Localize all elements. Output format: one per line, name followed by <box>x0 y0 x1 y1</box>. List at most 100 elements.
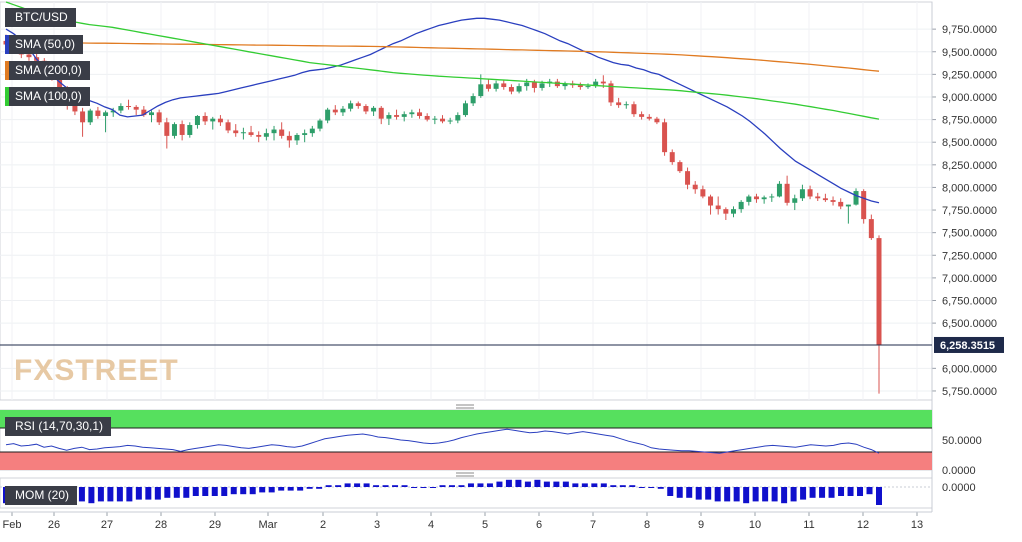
candle-body <box>279 129 285 136</box>
candle-body <box>171 124 177 136</box>
mom-bar <box>467 483 474 487</box>
mom-bar <box>610 485 617 487</box>
mom-bar <box>240 487 247 495</box>
price-tick-label: 7,750.0000 <box>942 205 997 217</box>
mom-bar <box>363 483 370 487</box>
price-tick-label: 6,750.0000 <box>942 296 997 308</box>
candle-body <box>845 204 851 207</box>
sma-200-swatch <box>5 61 9 80</box>
candle-body <box>401 114 407 117</box>
mom-bar <box>107 487 114 502</box>
mom-bar <box>439 485 446 487</box>
mom-bar <box>173 487 180 498</box>
symbol-label[interactable]: BTC/USD <box>5 8 76 27</box>
mom-bar <box>392 485 399 487</box>
candle-body <box>501 83 507 88</box>
time-tick-label: 26 <box>48 519 60 531</box>
mom-tick-label: 0.0000 <box>942 482 976 494</box>
candle-body <box>194 115 200 126</box>
mom-bar <box>648 487 655 488</box>
mom-bar <box>278 487 285 491</box>
candle-body <box>478 84 484 97</box>
candle-body <box>409 112 415 115</box>
sma-50-legend[interactable]: SMA (50,0) <box>5 35 84 54</box>
candle-body <box>103 112 109 116</box>
candle-body <box>294 134 300 141</box>
mom-bar <box>477 483 484 487</box>
time-tick-label: 8 <box>644 519 650 531</box>
candle-body <box>202 115 208 122</box>
sma-100-legend[interactable]: SMA (100,0) <box>5 87 90 106</box>
mom-bar <box>876 487 882 505</box>
candle-body <box>585 86 591 88</box>
price-tick-label: 9,750.0000 <box>942 24 997 36</box>
last-price-label: 6,258.3515 <box>940 340 995 352</box>
time-tick-label: 12 <box>857 519 869 531</box>
candle-body <box>753 196 759 200</box>
mom-bar <box>591 483 598 487</box>
candle-body <box>164 122 170 136</box>
candle-body <box>868 219 874 239</box>
mom-bar <box>268 487 275 493</box>
candle-body <box>608 83 614 103</box>
mom-bar <box>543 481 550 487</box>
candle-body <box>256 134 262 137</box>
mom-bar <box>135 487 142 500</box>
mom-bar <box>638 487 645 488</box>
price-panel <box>0 1 933 401</box>
mom-bar <box>448 485 455 487</box>
mom-bar <box>743 487 750 504</box>
mom-bar <box>847 487 854 496</box>
time-tick-label: 4 <box>428 519 434 531</box>
sma-line-200 <box>5 42 880 72</box>
mom-bar <box>724 487 731 502</box>
mom-bar <box>306 487 313 489</box>
rsi-legend[interactable]: RSI (14,70,30,1) <box>5 417 112 436</box>
mom-bar <box>781 487 788 504</box>
candle-body <box>616 102 622 106</box>
candle-body <box>72 105 78 112</box>
mom-bar <box>866 487 873 495</box>
mom-legend[interactable]: MOM (20) <box>5 486 77 505</box>
mom-bar <box>316 487 323 489</box>
sma-200-legend[interactable]: SMA (200,0) <box>5 61 90 80</box>
candle-body <box>639 114 645 117</box>
mom-bar <box>496 481 503 487</box>
mom-bar <box>192 487 199 496</box>
candle-body <box>386 115 392 119</box>
mom-bar <box>667 487 674 496</box>
candle-body <box>149 112 154 116</box>
candle-body <box>141 109 147 116</box>
mom-bar <box>857 487 864 496</box>
rsi-tick-label: 0.0000 <box>942 465 976 477</box>
candle-body <box>210 118 216 122</box>
candle-body <box>623 104 629 106</box>
candle-body <box>838 201 844 207</box>
candle-body <box>371 107 377 112</box>
candle-body <box>179 124 185 135</box>
candle-body <box>784 183 790 203</box>
candle-body <box>508 87 514 92</box>
candle-body <box>26 54 32 58</box>
time-tick-label: 11 <box>803 519 814 531</box>
candle-body <box>669 152 675 163</box>
candle-body <box>830 200 836 202</box>
sma-100-swatch <box>5 87 9 106</box>
mom-bar <box>382 485 389 487</box>
candle-body <box>363 106 369 112</box>
price-tick-label: 9,250.0000 <box>942 69 997 81</box>
mom-bar <box>515 479 522 487</box>
candle-body <box>516 86 522 92</box>
candle-body <box>340 108 346 113</box>
candle-body <box>876 238 882 346</box>
mom-bar <box>154 487 161 500</box>
candle-body <box>776 183 782 197</box>
candle-body <box>662 122 668 153</box>
mom-bar <box>230 487 237 495</box>
mom-bar <box>600 483 607 487</box>
candle-body <box>225 122 231 131</box>
price-tick-label: 7,500.0000 <box>942 228 997 240</box>
rsi-overbought-zone <box>0 410 932 428</box>
mom-bar <box>486 483 493 487</box>
